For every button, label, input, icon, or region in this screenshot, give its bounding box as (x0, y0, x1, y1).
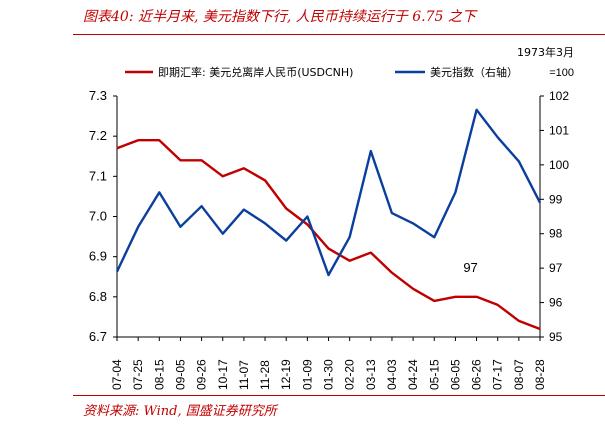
x-tick-label: 01-09 (300, 359, 314, 390)
x-tick-label: 07-04 (110, 359, 124, 390)
source-note: 资料来源: Wind, 国盛证券研究所 (83, 404, 277, 419)
dollar-index-line (115, 108, 542, 277)
right-tick-label: 95 (549, 330, 563, 344)
right-tick-label: 101 (549, 123, 569, 137)
x-tick-label: 08-15 (152, 359, 166, 390)
left-tick-label: 7.1 (89, 168, 107, 183)
chart-title: 图表40: 近半月来, 美元指数下行, 人民币持续运行于 6.75 之下 (83, 9, 476, 25)
right-tick-label: 97 (549, 261, 563, 275)
x-tick-label: 09-26 (195, 359, 209, 390)
x-tick-label: 04-24 (406, 359, 420, 390)
right-tick-label: 99 (549, 192, 563, 206)
left-tick-label: 6.8 (89, 289, 107, 304)
x-tick-label: 01-30 (322, 359, 336, 390)
x-tick-label: 09-05 (173, 359, 187, 390)
right-tick-label: 102 (549, 89, 569, 103)
x-tick-label: 07-17 (491, 359, 505, 390)
x-tick-label: 05-15 (427, 359, 441, 390)
chart-annotation: 97 (463, 260, 477, 275)
right-tick-label: 98 (549, 227, 563, 241)
usdcnh-line (116, 138, 541, 331)
left-tick-label: 6.7 (89, 329, 107, 344)
right-axis-note: 1973年3月 (517, 45, 574, 59)
x-tick-label: 06-26 (470, 359, 484, 390)
x-tick-label: 10-17 (216, 359, 230, 390)
title-underline (73, 34, 605, 35)
left-tick-label: 6.9 (89, 249, 107, 264)
x-tick-label: 08-28 (533, 359, 547, 390)
left-tick-label: 7.3 (89, 88, 107, 103)
x-tick-label: 07-25 (131, 359, 145, 390)
x-tick-label: 03-13 (364, 359, 378, 390)
right-tick-label: 96 (549, 296, 563, 310)
legend-label-dollar-index: 美元指数（右轴） (430, 65, 518, 79)
x-tick-label: 08-07 (512, 359, 526, 390)
legend-label-usdcnh: 即期汇率: 美元兑离岸人民币(USDCNH) (158, 65, 353, 79)
footer-rule (73, 395, 605, 396)
x-tick-label: 06-05 (448, 359, 462, 390)
x-tick-label: 02-20 (343, 359, 357, 390)
right-tick-label: 100 (549, 158, 569, 172)
left-tick-label: 7.2 (89, 128, 107, 143)
x-tick-label: 11-07 (237, 360, 251, 390)
x-tick-label: 12-19 (279, 359, 293, 390)
x-tick-label: 11-28 (258, 360, 272, 390)
right-axis-unit: =100 (549, 67, 574, 79)
x-tick-label: 04-03 (385, 359, 399, 390)
left-tick-label: 7.0 (89, 209, 107, 224)
